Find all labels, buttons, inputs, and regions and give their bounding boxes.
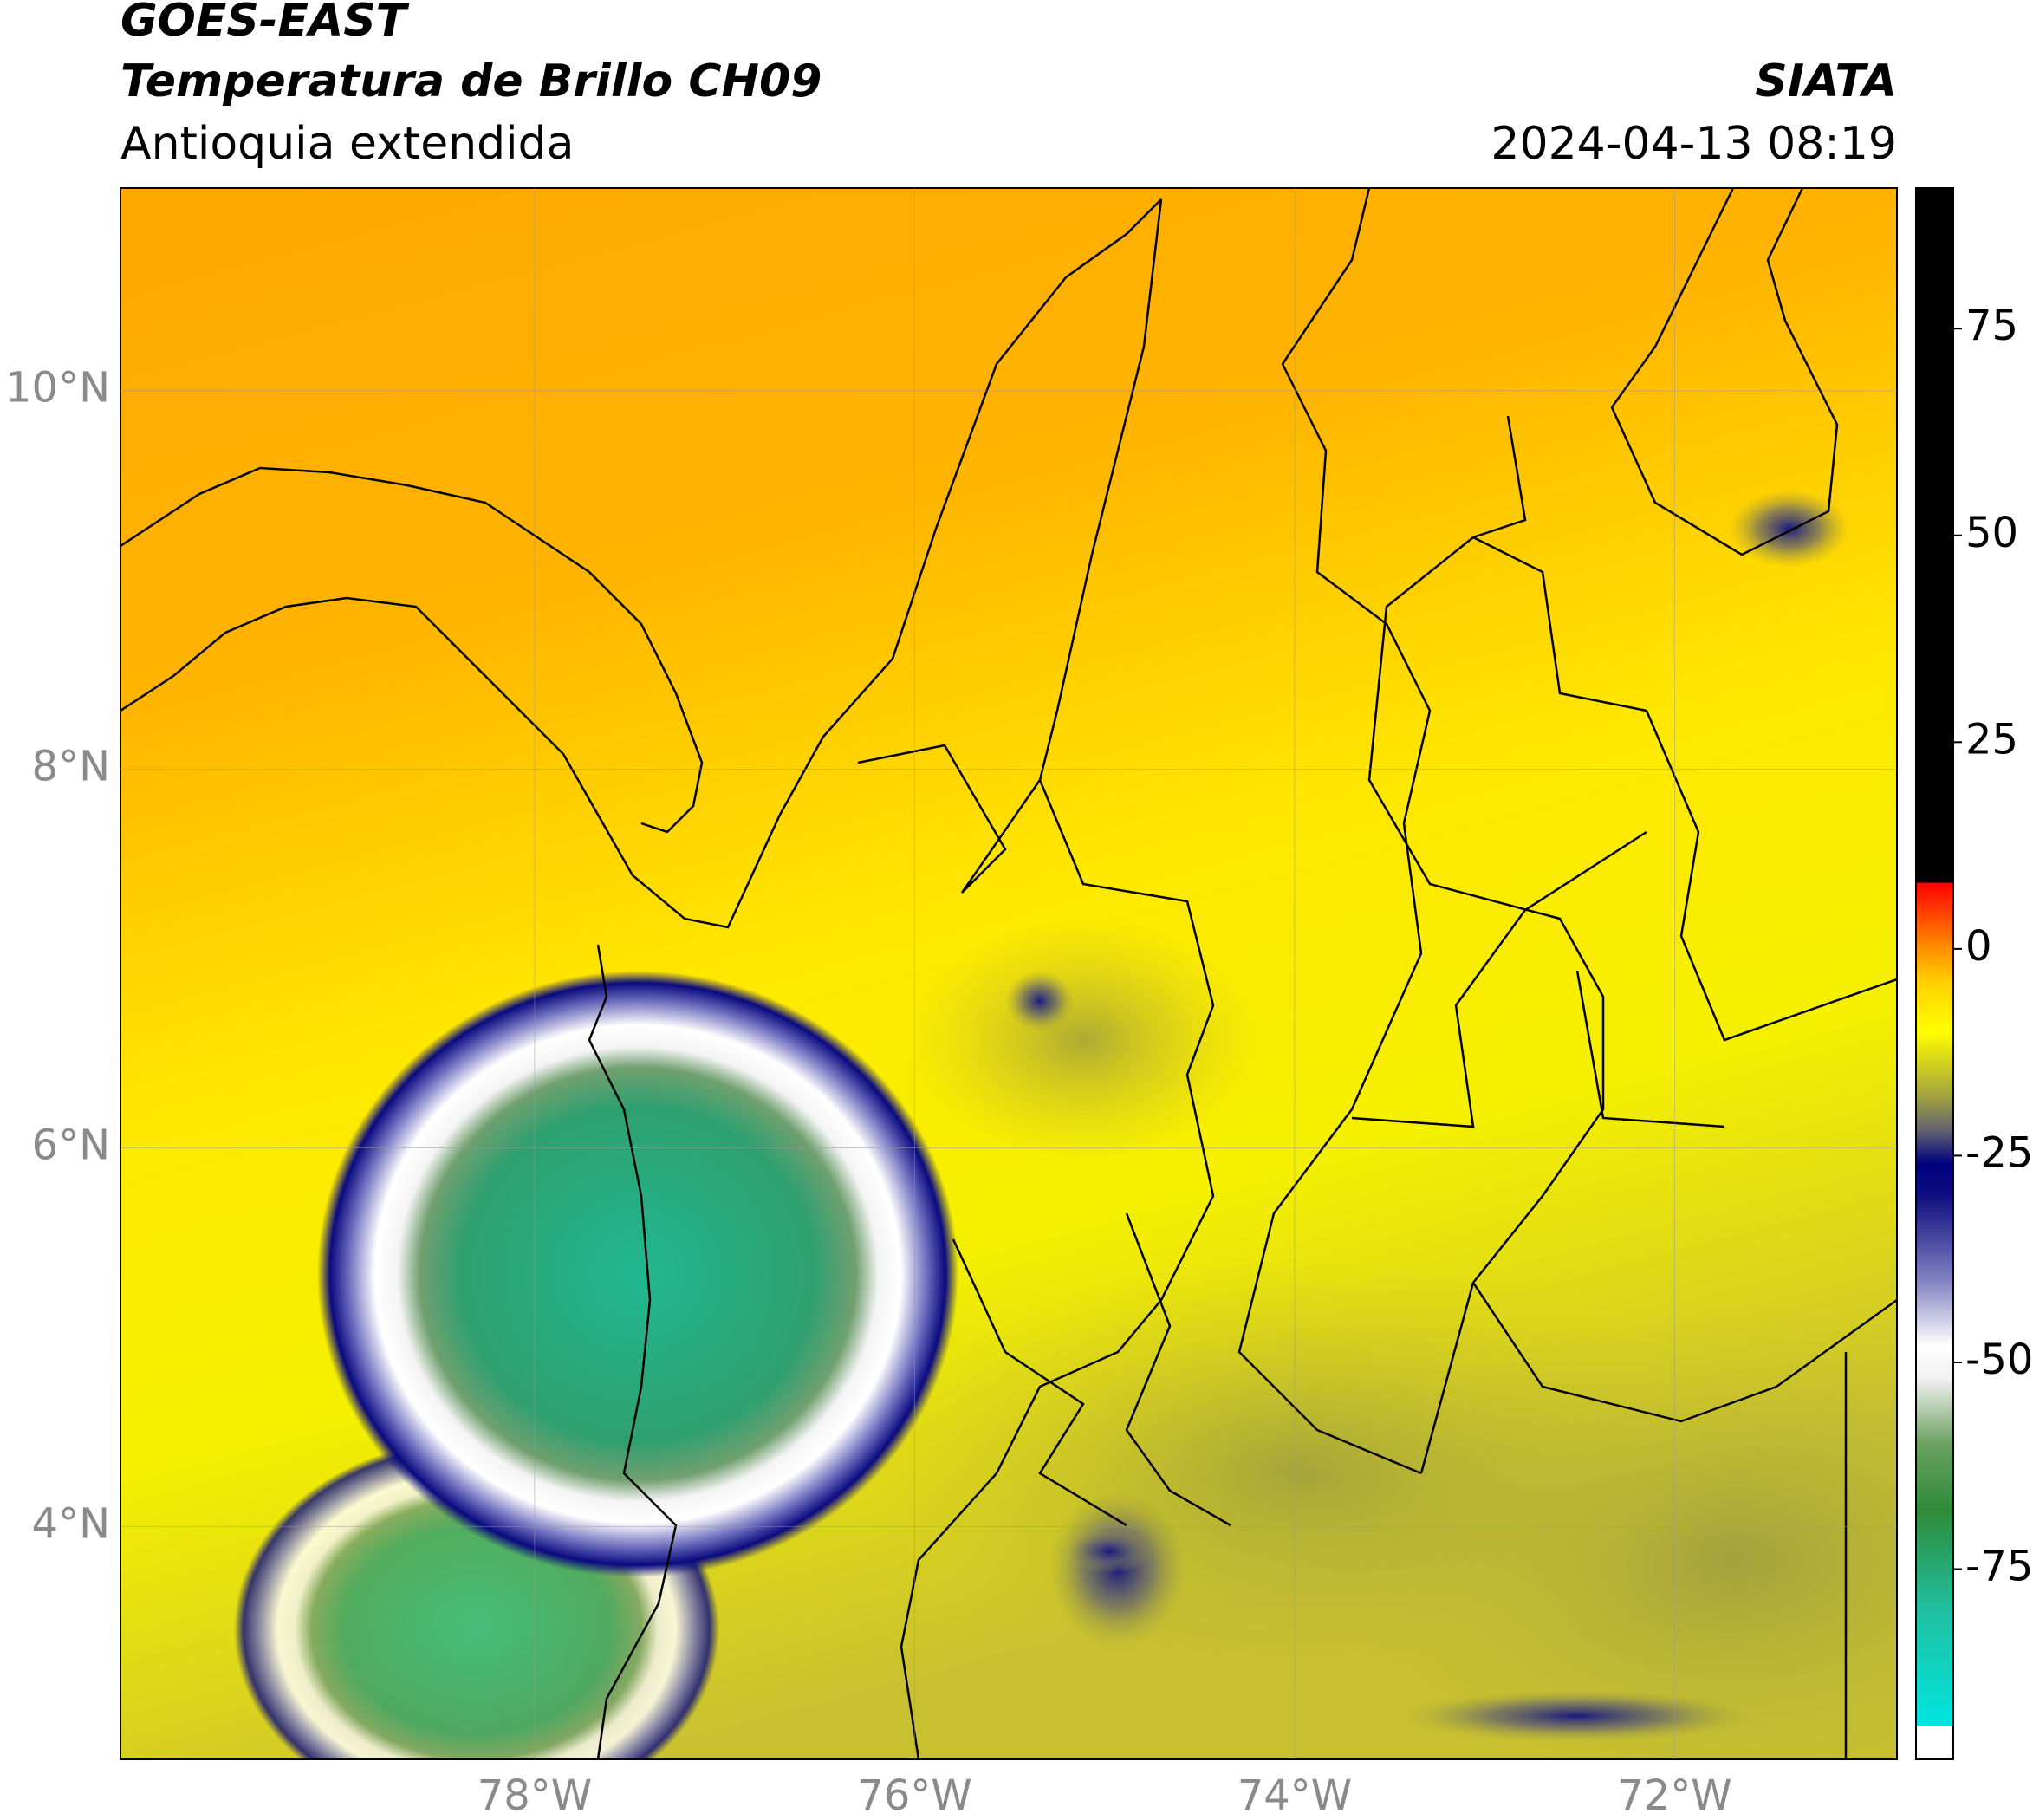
colorbar-tick-label: 0 <box>1965 922 1992 971</box>
y-tick-label: 10°N <box>5 364 110 413</box>
colorbar-tick-label: -25 <box>1965 1128 2033 1177</box>
region: Antioquia extendida <box>120 118 575 170</box>
colorbar-tick-label: -50 <box>1965 1336 2033 1384</box>
satellite-image <box>120 188 1897 1759</box>
y-tick-label: 4°N <box>32 1499 110 1548</box>
colorbar-tick-label: 50 <box>1965 509 2018 557</box>
x-tick-label: 74°W <box>1237 1771 1353 1820</box>
map-frame <box>120 187 1898 1760</box>
colorbar-tick-label: 75 <box>1965 302 2018 350</box>
agency: SIATA <box>1755 55 1897 107</box>
y-tick-label: 8°N <box>32 743 110 791</box>
colorbar-tick-label: 25 <box>1965 715 2018 764</box>
x-tick-label: 78°W <box>477 1771 593 1820</box>
colorbar <box>1915 187 1954 1760</box>
colorbar-tick-label: -75 <box>1965 1543 2033 1591</box>
subtitle: Temperatura de Brillo CH09 <box>120 55 822 107</box>
y-tick-label: 6°N <box>32 1121 110 1169</box>
x-tick-label: 72°W <box>1617 1771 1732 1820</box>
datetime: 2024-04-13 08:19 <box>1491 118 1897 170</box>
title: GOES-EAST <box>120 0 410 47</box>
x-tick-label: 76°W <box>857 1771 972 1820</box>
